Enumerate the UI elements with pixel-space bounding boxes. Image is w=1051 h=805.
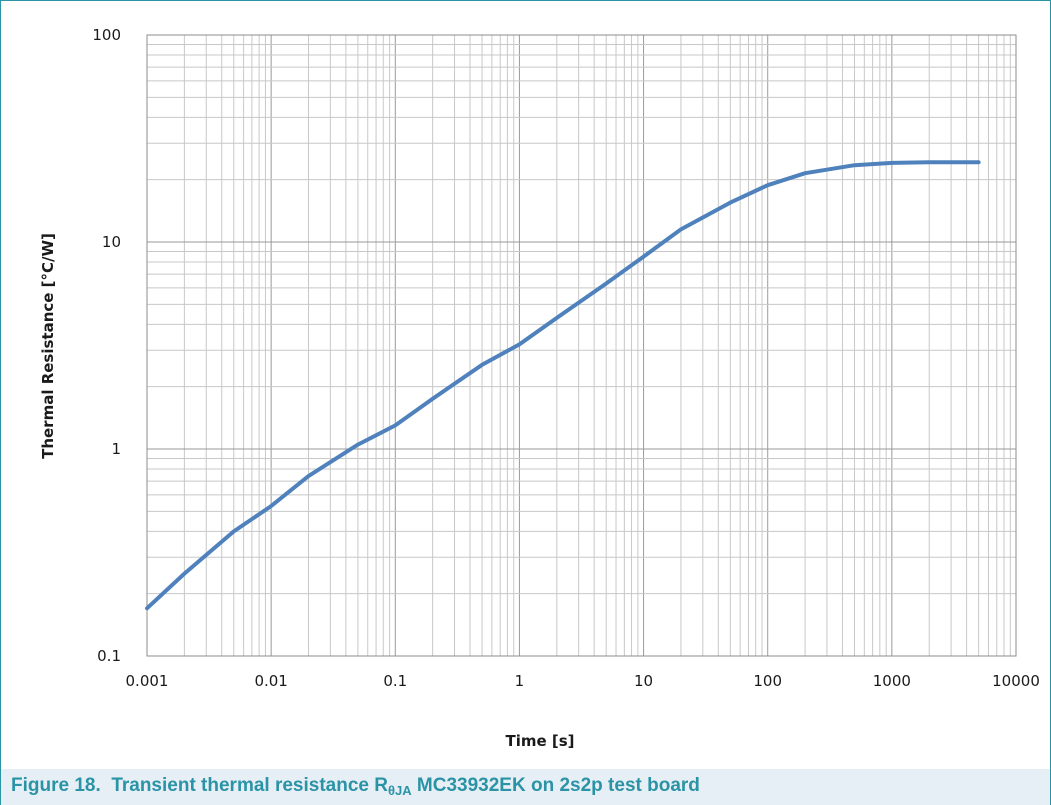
figure-label: Figure 18. <box>11 775 101 796</box>
plot-border <box>146 34 1017 657</box>
figure-caption: Figure 18. Transient thermal resistance … <box>1 769 1050 805</box>
series-line <box>145 160 981 611</box>
x-tick-label: 0.001 <box>126 672 169 690</box>
thermal-resistance-chart: 0.001 0.01 0.1 1 10 100 1000 10000 0.1 1 10 100 Ti… <box>39 26 1040 750</box>
y-tick-label: 1 <box>111 440 121 458</box>
y-tick-labels: 0.1 1 10 100 <box>92 26 121 665</box>
x-tick-label: 0.1 <box>383 672 407 690</box>
y-tick-label: 10 <box>102 233 121 251</box>
series-group <box>145 160 981 611</box>
x-tick-label: 1000 <box>873 672 911 690</box>
x-tick-label: 1 <box>515 672 525 690</box>
plot-area <box>146 34 1017 657</box>
x-tick-label: 10000 <box>992 672 1040 690</box>
x-axis-title: Time [s] <box>505 732 574 750</box>
x-tick-label: 100 <box>753 672 782 690</box>
x-tick-labels: 0.001 0.01 0.1 1 10 100 1000 10000 <box>126 672 1040 690</box>
x-tick-label: 10 <box>634 672 653 690</box>
caption-text: Transient thermal resistance R <box>111 775 388 796</box>
caption-subscript: θJA <box>387 783 412 798</box>
y-tick-label: 100 <box>92 26 121 44</box>
y-tick-label: 0.1 <box>97 647 121 665</box>
chart-grid <box>146 35 1016 657</box>
x-tick-label: 0.01 <box>254 672 287 690</box>
y-axis-title: Thermal Resistance [°C/W] <box>39 233 57 459</box>
caption-text-end: MC33932EK on 2s2p test board <box>411 775 700 796</box>
